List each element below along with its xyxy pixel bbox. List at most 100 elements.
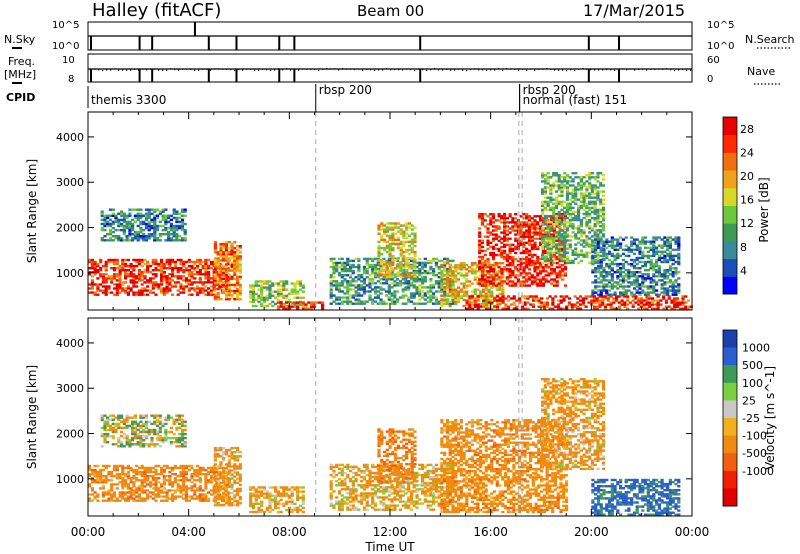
echo-cell [554, 221, 558, 224]
echo-cell [641, 277, 645, 280]
echo-cell [632, 275, 637, 278]
echo-cell [227, 257, 231, 260]
echo-cell [494, 229, 498, 232]
echo-cell [401, 290, 405, 293]
echo-cell [118, 281, 122, 284]
echo-cell [571, 196, 575, 199]
echo-cell [151, 285, 155, 288]
echo-cell [555, 280, 559, 283]
echo-cell [187, 289, 191, 292]
echo-cell [201, 267, 205, 270]
echo-cell [251, 300, 255, 304]
echo-cell [151, 269, 155, 272]
echo-cell [238, 247, 242, 250]
echo-cell [465, 280, 469, 283]
echo-cell [536, 227, 540, 230]
echo-cell [398, 296, 402, 299]
echo-cell [574, 186, 578, 189]
echo-cell [357, 263, 361, 267]
echo-cell [503, 225, 507, 228]
echo-cell [483, 278, 487, 281]
echo-cell [168, 289, 172, 292]
echo-cell [257, 296, 261, 299]
echo-cell [500, 241, 504, 244]
echo-cell [132, 285, 136, 288]
echo-cell [388, 236, 392, 239]
echo-cell [204, 285, 208, 288]
echo-cell [198, 287, 202, 290]
echo-cell [673, 307, 677, 310]
echo-cell [643, 246, 648, 249]
echo-cell [140, 487, 144, 490]
echo-cell [527, 225, 532, 228]
echo-cell [340, 282, 344, 285]
echo-cell [410, 250, 414, 254]
echo-cell [115, 497, 119, 500]
echo-cell [519, 259, 523, 263]
echo-cell [233, 269, 237, 272]
echo-cell [655, 289, 659, 292]
echo-cell [125, 235, 129, 238]
echo-cell [545, 303, 549, 306]
echo-cell [432, 257, 436, 261]
echo-cell [140, 499, 144, 502]
echo-cell [668, 256, 672, 260]
echo-cell [176, 275, 180, 278]
echo-cell [100, 212, 104, 215]
echo-cell [125, 224, 129, 228]
echo-cell [110, 497, 114, 500]
echo-cell [476, 282, 480, 285]
nave-dot [354, 68, 356, 71]
echo-cell [456, 264, 461, 267]
echo-cell [216, 263, 220, 266]
echo-cell [533, 280, 537, 283]
echo-cell [588, 172, 592, 175]
echo-cell [151, 491, 155, 494]
echo-cell [158, 210, 162, 213]
echo-cell [103, 224, 107, 228]
echo-cell [164, 233, 168, 236]
echo-cell [111, 208, 115, 211]
echo-cell [478, 233, 482, 236]
echo-cell [558, 266, 562, 269]
echo-cell [182, 285, 186, 288]
echo-cell [501, 290, 505, 293]
echo-cell [585, 214, 589, 218]
echo-cell [122, 214, 126, 217]
echo-cell [117, 237, 121, 240]
echo-cell [621, 271, 625, 274]
echo-cell [655, 258, 659, 262]
echo-cell [577, 206, 581, 210]
echo-cell [560, 259, 564, 263]
echo-cell [230, 263, 234, 266]
echo-cell [605, 262, 609, 266]
echo-cell [568, 192, 572, 195]
echo-cell [530, 231, 534, 234]
echo-cell [554, 305, 558, 308]
echo-cell [674, 293, 678, 296]
echo-cell [552, 174, 556, 177]
echo-cell [296, 301, 300, 304]
echo-cell [144, 212, 149, 215]
echo-cell [646, 269, 650, 272]
echo-cell [236, 291, 240, 295]
nave-dot [398, 69, 400, 71]
echo-cell [183, 214, 187, 217]
echo-cell [213, 296, 217, 299]
echo-cell [279, 305, 283, 308]
echo-cell [409, 292, 414, 295]
echo-cell [563, 272, 568, 275]
nave-dot [98, 69, 100, 71]
echo-cell [88, 468, 92, 472]
echo-cell [321, 305, 325, 308]
echo-cell [318, 301, 322, 304]
echo-cell [533, 264, 537, 267]
echo-cell [276, 282, 280, 285]
nsky-label: N.Sky [4, 33, 36, 46]
nave-dot [610, 69, 612, 71]
echo-cell [114, 214, 118, 217]
echo-cell [565, 225, 570, 228]
echo-cell [196, 285, 200, 288]
echo-cell [545, 301, 549, 304]
echo-cell [399, 232, 403, 235]
